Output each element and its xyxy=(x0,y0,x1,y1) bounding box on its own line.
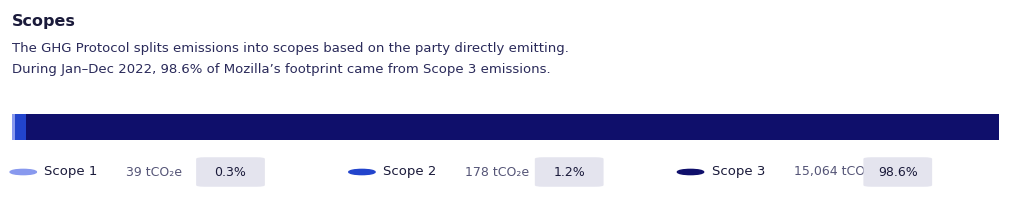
Text: 178 tCO₂e: 178 tCO₂e xyxy=(465,165,529,179)
Text: Scope 2: Scope 2 xyxy=(383,165,437,179)
Text: 98.6%: 98.6% xyxy=(878,165,918,179)
Text: 15,064 tCO₂e: 15,064 tCO₂e xyxy=(794,165,878,179)
Bar xyxy=(14,114,26,140)
Bar xyxy=(12,114,14,140)
Text: 39 tCO₂e: 39 tCO₂e xyxy=(126,165,182,179)
Text: Scope 1: Scope 1 xyxy=(44,165,98,179)
Text: The GHG Protocol splits emissions into scopes based on the party directly emitti: The GHG Protocol splits emissions into s… xyxy=(12,42,569,55)
Text: 1.2%: 1.2% xyxy=(553,165,585,179)
Text: During Jan–Dec 2022, 98.6% of Mozilla’s footprint came from Scope 3 emissions.: During Jan–Dec 2022, 98.6% of Mozilla’s … xyxy=(12,63,551,76)
Text: 0.3%: 0.3% xyxy=(214,165,247,179)
Text: Scopes: Scopes xyxy=(12,14,76,29)
Text: Scope 3: Scope 3 xyxy=(712,165,765,179)
